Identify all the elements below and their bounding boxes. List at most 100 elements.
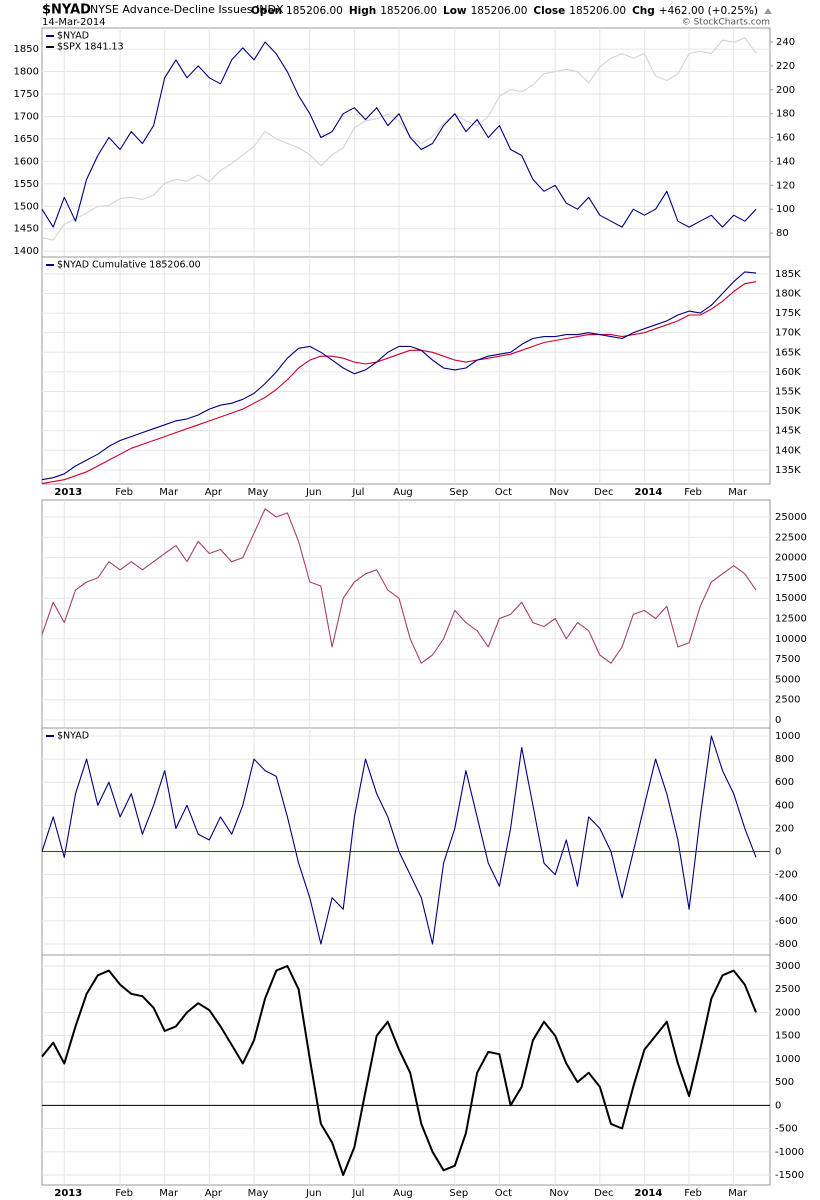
quote: Open 185206.00 High 185206.00 Low 185206.00 Cl… <box>251 5 758 17</box>
x-tick-label: Mar <box>728 487 748 498</box>
x-tick-label: Feb <box>684 487 702 498</box>
y-tick-label: -500 <box>775 1124 798 1135</box>
y2-tick-label: 160 <box>776 133 795 144</box>
y2-tick-label: 200 <box>776 85 795 96</box>
y2-tick-label: 120 <box>776 180 795 191</box>
y-tick-label: 800 <box>775 754 794 765</box>
x-tick-label: Apr <box>205 1188 223 1199</box>
y-tick-label: 1000 <box>775 1054 800 1065</box>
y-tick-label: 17500 <box>775 573 807 584</box>
y-tick-label: -400 <box>775 893 798 904</box>
y-tick-label: 0 <box>775 715 781 726</box>
y-tick-label: 5000 <box>775 674 800 685</box>
y-tick-label: 1400 <box>14 246 39 257</box>
series-line <box>41 281 757 485</box>
x-tick-label: 2013 <box>54 1188 82 1199</box>
y-tick-label: 2500 <box>775 984 800 995</box>
symbol-name: NYSE Advance-Decline Issues INDX <box>90 3 284 16</box>
y-tick-label: 185K <box>775 269 801 280</box>
y-tick-label: 0 <box>775 847 781 858</box>
y-tick-label: 165K <box>775 347 801 358</box>
series-line <box>41 37 757 241</box>
quote-label: Open <box>251 5 282 17</box>
x-tick-label: Nov <box>549 1188 569 1199</box>
y-tick-label: 25000 <box>775 512 807 523</box>
y2-tick-label: 180 <box>776 109 795 120</box>
quote-label: Chg <box>632 5 655 17</box>
x-tick-label: Dec <box>594 1188 613 1199</box>
y-tick-label: 2000 <box>775 1007 800 1018</box>
y-tick-label: -1000 <box>775 1147 804 1158</box>
y-tick-label: 175K <box>775 308 801 319</box>
y-tick-label: -1500 <box>775 1170 804 1181</box>
x-tick-label: Feb <box>684 1188 702 1199</box>
y-tick-label: 1550 <box>14 179 39 190</box>
x-tick-label: Mar <box>159 1188 179 1199</box>
x-tick-label: Feb <box>115 487 133 498</box>
y-tick-label: 170K <box>775 328 801 339</box>
y-tick-label: 3000 <box>775 961 800 972</box>
y-tick-label: 150K <box>775 406 801 417</box>
y-tick-label: 200 <box>775 823 794 834</box>
y-tick-label: 1000 <box>775 731 800 742</box>
y-tick-label: 0 <box>775 1100 781 1111</box>
panel-frame <box>41 954 771 1186</box>
y2-tick-label: 80 <box>776 228 789 239</box>
y-tick-label: 1600 <box>14 156 39 167</box>
quote-value: +462.00 (+0.25%) <box>659 5 758 17</box>
series-line <box>41 508 757 664</box>
y-tick-label: 135K <box>775 465 801 476</box>
y-tick-label: 1800 <box>14 67 39 78</box>
x-tick-label: Aug <box>393 487 413 498</box>
quote-label: High <box>349 5 376 17</box>
x-tick-label: May <box>248 487 269 498</box>
series-line <box>41 41 757 228</box>
legend-label: $NYAD <box>57 31 89 42</box>
x-tick-label: Mar <box>728 1188 748 1199</box>
quote-value: 185206.00 <box>471 5 528 17</box>
y-tick-label: -200 <box>775 870 798 881</box>
y-tick-label: 180K <box>775 288 801 299</box>
series-line <box>41 965 757 1176</box>
symbol: $NYAD <box>42 3 91 18</box>
y-tick-label: 2500 <box>775 695 800 706</box>
y-tick-label: 1750 <box>14 89 39 100</box>
y-tick-label: 1850 <box>14 44 39 55</box>
x-tick-label: Feb <box>115 1188 133 1199</box>
y-tick-label: 15000 <box>775 593 807 604</box>
y-tick-label: 12500 <box>775 614 807 625</box>
y2-tick-label: 100 <box>776 204 795 215</box>
y2-tick-label: 240 <box>776 37 795 48</box>
legend-label: $NYAD Cumulative 185206.00 <box>57 260 201 271</box>
x-tick-label: Oct <box>495 1188 512 1199</box>
x-tick-label: Jul <box>351 1188 364 1199</box>
panel-frame <box>41 256 771 485</box>
x-tick-label: May <box>248 1188 269 1199</box>
quote-label: Close <box>533 5 565 17</box>
y-tick-label: 1700 <box>14 111 39 122</box>
x-tick-label: Jul <box>351 487 364 498</box>
series-line <box>41 735 757 945</box>
x-tick-label: Apr <box>205 487 223 498</box>
y-tick-label: 400 <box>775 800 794 811</box>
x-tick-label: Dec <box>594 487 613 498</box>
y-tick-label: 20000 <box>775 553 807 564</box>
y-tick-label: 1500 <box>14 201 39 212</box>
y2-tick-label: 140 <box>776 156 795 167</box>
y-tick-label: 145K <box>775 426 801 437</box>
x-tick-label: Jun <box>305 487 322 498</box>
collapse-icon <box>764 8 772 14</box>
series-line <box>41 271 757 481</box>
legend-label: $SPX 1841.13 <box>57 42 124 53</box>
x-tick-label: Sep <box>449 1188 468 1199</box>
y-tick-label: 140K <box>775 445 801 456</box>
x-tick-label: 2014 <box>635 487 663 498</box>
y-tick-label: 1450 <box>14 224 39 235</box>
x-tick-label: 2013 <box>54 487 82 498</box>
credit: © StockCharts.com <box>682 18 770 28</box>
y-tick-label: 600 <box>775 777 794 788</box>
y-tick-label: 500 <box>775 1077 794 1088</box>
quote-value: 185206.00 <box>380 5 437 17</box>
